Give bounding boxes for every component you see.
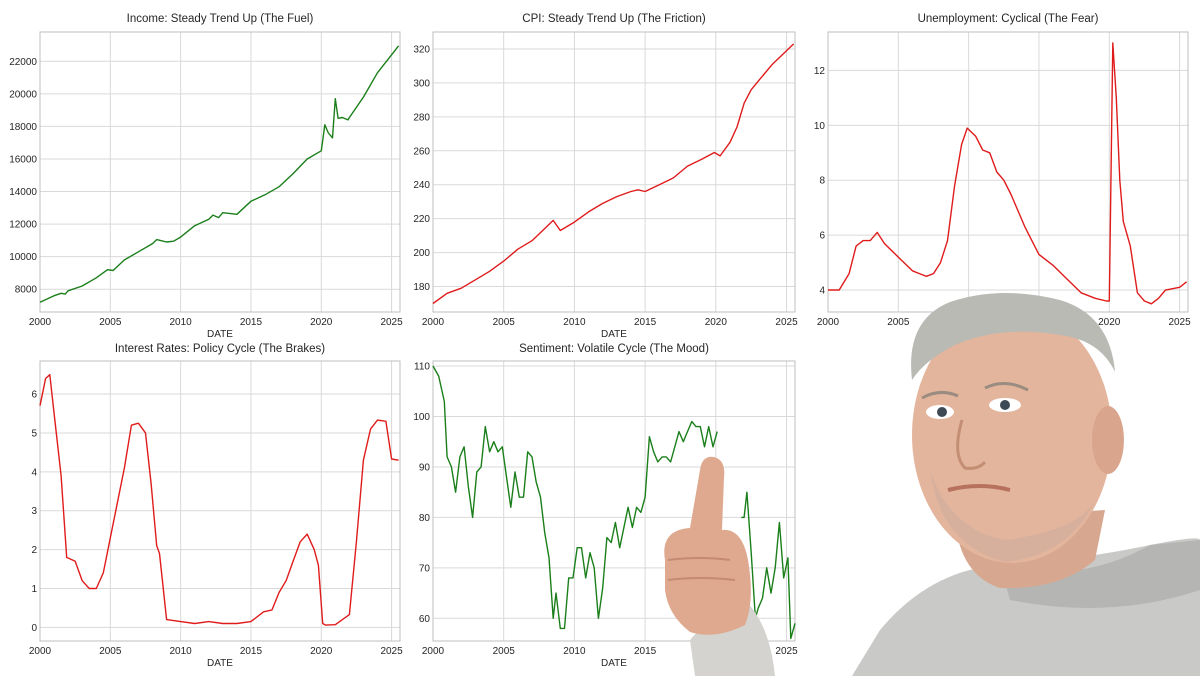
- y-tick-label: 220: [413, 214, 430, 225]
- x-tick-label: 2020: [1098, 317, 1121, 328]
- y-tick-label: 0: [31, 623, 37, 634]
- x-tick-label: 2025: [775, 646, 798, 657]
- x-tick-label: 2020: [310, 317, 333, 328]
- x-tick-label: 2005: [493, 646, 516, 657]
- x-tick-label: 2000: [29, 317, 52, 328]
- series-line: [432, 365, 718, 630]
- chart-1: Income: Steady Trend Up (The Fuel) 2000 20…: [9, 13, 403, 340]
- y-tick-label: 6: [31, 390, 37, 401]
- x-tick-label: 2010: [170, 317, 193, 328]
- x-tick-label: 2025: [380, 317, 403, 328]
- x-tick-label: 2025: [380, 646, 403, 657]
- y-tick-label: 60: [419, 614, 431, 625]
- brows: [921, 382, 1029, 400]
- series-line: [432, 43, 795, 305]
- y-tick-label: 5: [31, 428, 37, 439]
- chart-title: CPI: Steady Trend Up (The Friction): [522, 13, 706, 25]
- y-tick-label: 18000: [9, 122, 37, 133]
- y-tick-label: 320: [413, 44, 430, 55]
- y-tick-label: 280: [413, 112, 430, 123]
- y-tick-label: 4: [819, 286, 825, 297]
- y-tick-label: 8000: [15, 285, 38, 296]
- y-tick-label: 12: [814, 66, 826, 77]
- y-tick-label: 12000: [9, 220, 37, 231]
- y-tick-label: 300: [413, 78, 430, 89]
- x-tick-label: 2010: [170, 646, 193, 657]
- chart-4: Interest Rates: Policy Cycle (The Brakes…: [29, 343, 403, 669]
- mouth: [947, 484, 1011, 492]
- x-tick-label: 2000: [817, 317, 840, 328]
- person-photo: [664, 292, 1200, 676]
- y-tick-label: 260: [413, 146, 430, 157]
- y-tick-label: 70: [419, 563, 431, 574]
- y-tick-label: 4: [31, 467, 37, 478]
- x-axis-label: DATE: [207, 658, 233, 669]
- x-tick-label: 2000: [29, 646, 52, 657]
- y-tick-label: 6: [819, 231, 825, 242]
- y-tick-label: 14000: [9, 187, 37, 198]
- x-axis-label: DATE: [207, 329, 233, 340]
- stubble: [930, 470, 1095, 562]
- shirt-shadow: [1000, 540, 1200, 608]
- chart-title: Interest Rates: Policy Cycle (The Brakes…: [115, 343, 325, 355]
- series-line: [828, 42, 1188, 305]
- y-tick-label: 240: [413, 180, 430, 191]
- plot-frame: [432, 360, 796, 642]
- plot-frame: [39, 360, 401, 642]
- x-tick-label: 2010: [563, 646, 586, 657]
- y-tick-label: 3: [31, 506, 37, 517]
- y-tick-label: 20000: [9, 89, 37, 100]
- y-tick-label: 10: [814, 121, 826, 132]
- x-tick-label: 2020: [705, 317, 728, 328]
- y-tick-label: 1: [31, 584, 37, 595]
- y-tick-label: 22000: [9, 57, 37, 68]
- y-tick-label: 8: [819, 176, 825, 187]
- plot-frame: [39, 31, 401, 313]
- y-tick-label: 90: [419, 462, 431, 473]
- chart-title: Sentiment: Volatile Cycle (The Mood): [519, 343, 709, 355]
- x-tick-label: 2015: [634, 646, 657, 657]
- x-tick-label: 2005: [99, 646, 122, 657]
- y-tick-label: 2: [31, 545, 37, 556]
- x-tick-label: 2020: [310, 646, 333, 657]
- plot-frame: [432, 31, 796, 313]
- ear: [1092, 406, 1124, 474]
- y-tick-label: 80: [419, 513, 431, 524]
- y-tick-label: 100: [413, 412, 430, 423]
- y-tick-label: 110: [414, 362, 430, 373]
- x-tick-label: 2005: [887, 317, 910, 328]
- x-tick-label: 2015: [634, 317, 657, 328]
- x-tick-label: 2005: [493, 317, 516, 328]
- y-tick-label: 200: [413, 248, 430, 259]
- y-tick-label: 180: [413, 282, 430, 293]
- series-line: [39, 45, 400, 303]
- x-tick-label: 2010: [563, 317, 586, 328]
- x-tick-label: 2000: [422, 317, 445, 328]
- y-tick-label: 10000: [9, 252, 37, 263]
- nose: [956, 419, 987, 470]
- series-line: [39, 373, 399, 626]
- y-tick-label: 16000: [9, 154, 37, 165]
- x-axis-label: DATE: [601, 658, 627, 669]
- face: [912, 307, 1112, 563]
- x-tick-label: 2025: [1168, 317, 1191, 328]
- chart-title: Unemployment: Cyclical (The Fear): [918, 13, 1099, 25]
- x-tick-label: 2015: [240, 646, 263, 657]
- chart-2: CPI: Steady Trend Up (The Friction) 2000 2…: [413, 13, 798, 340]
- pointing-hand: [664, 456, 751, 635]
- series-line: [741, 491, 796, 640]
- x-tick-label: 2005: [99, 317, 122, 328]
- chart-title: Income: Steady Trend Up (The Fuel): [127, 13, 314, 25]
- x-tick-label: 2015: [240, 317, 263, 328]
- finger-lines: [667, 557, 736, 581]
- x-tick-label: 2000: [422, 646, 445, 657]
- hair: [911, 292, 1115, 380]
- chart-3: Unemployment: Cyclical (The Fear) 2000 200…: [814, 13, 1191, 340]
- x-tick-label: 2025: [775, 317, 798, 328]
- x-axis-label: DATE: [601, 329, 627, 340]
